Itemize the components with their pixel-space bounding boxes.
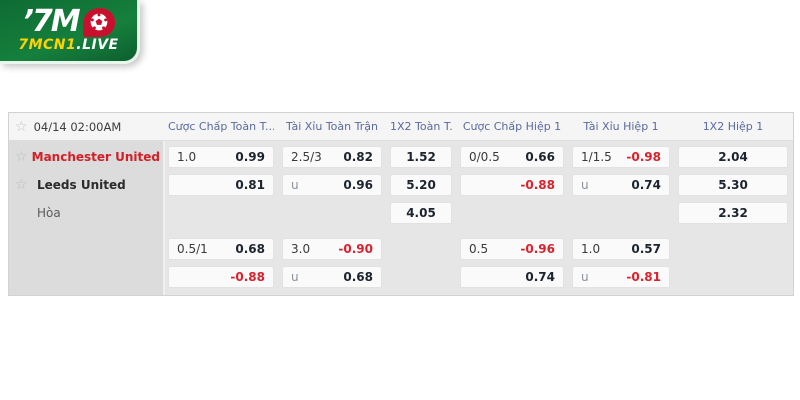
odds-1x2-h1-draw[interactable]: 2.32	[678, 202, 788, 224]
odds-1x2-h1-home[interactable]: 2.04	[678, 146, 788, 168]
odds-handicap-h1-home[interactable]: 0/0.5 0.66	[460, 146, 564, 168]
handicap-value: 1.0	[177, 150, 197, 164]
odd-value: 0.68	[235, 242, 265, 256]
logo-site-name: 7MCN1.LIVE	[18, 38, 118, 52]
odds2-overunder-h1-over[interactable]: 1.0 0.57	[572, 238, 670, 260]
column-header-overunder-ft: Tài Xỉu Toàn Trận	[286, 120, 378, 133]
logo-site-text: 7MCN1	[18, 37, 77, 53]
odd-value: 4.05	[406, 206, 436, 220]
odd-value: 5.30	[718, 178, 748, 192]
column-header-1x2-h1: 1X2 Hiệp 1	[702, 120, 764, 133]
line-value: 1/1.5	[581, 150, 612, 164]
favorite-star-icon[interactable]: ☆	[15, 177, 28, 193]
line-value: 1.0	[581, 242, 601, 256]
odds2-overunder-ft-over[interactable]: 3.0 -0.90	[282, 238, 382, 260]
logo-tld-text: .LIVE	[76, 37, 119, 53]
odds-1x2-h1-away[interactable]: 5.30	[678, 174, 788, 196]
odds2-handicap-ft-home[interactable]: 0.5/1 0.68	[168, 238, 274, 260]
odds-handicap-ft-away[interactable]: 0.81	[168, 174, 274, 196]
column-header-handicap-ft: Cược Chấp Toàn T...	[168, 120, 274, 133]
odd-value: 2.04	[718, 150, 748, 164]
odd-value: -0.96	[520, 242, 555, 256]
column-header-1x2-ft: 1X2 Toàn T...	[390, 120, 452, 133]
line-value: 2.5/3	[291, 150, 322, 164]
away-team-name: Leeds United	[37, 178, 126, 192]
odds-overunder-h1-over[interactable]: 1/1.5 -0.98	[572, 146, 670, 168]
odds2-handicap-h1-home[interactable]: 0.5 -0.96	[460, 238, 564, 260]
home-team-row: ☆ Manchester United	[12, 143, 160, 171]
odds2-overunder-ft-under[interactable]: u 0.68	[282, 266, 382, 288]
odd-value: 0.96	[343, 178, 373, 192]
odds-overunder-ft-under[interactable]: u 0.96	[282, 174, 382, 196]
odds-table-body: ☆ Manchester United ☆ Leeds United Hòa 1…	[9, 141, 793, 295]
handicap-value: 0.5/1	[177, 242, 208, 256]
odd-value: 0.82	[343, 150, 373, 164]
odd-value: -0.81	[626, 270, 661, 284]
column-header-overunder-h1: Tài Xỉu Hiệp 1	[583, 120, 659, 133]
odds-table: ☆ 04/14 02:00AM Cược Chấp Toàn T... Tài …	[8, 112, 794, 296]
under-indicator: u	[291, 270, 299, 284]
odd-value: 1.52	[406, 150, 436, 164]
odd-value: 0.74	[525, 270, 555, 284]
match-datetime: 04/14 02:00AM	[33, 119, 122, 134]
odds2-handicap-h1-away[interactable]: 0.74	[460, 266, 564, 288]
under-indicator: u	[291, 178, 299, 192]
odds2-overunder-h1-under[interactable]: u -0.81	[572, 266, 670, 288]
favorite-star-icon[interactable]: ☆	[15, 118, 28, 135]
odds2-handicap-ft-away[interactable]: -0.88	[168, 266, 274, 288]
odds-1x2-ft-draw[interactable]: 4.05	[390, 202, 452, 224]
odds-overunder-h1-under[interactable]: u 0.74	[572, 174, 670, 196]
odd-value: 0.99	[235, 150, 265, 164]
odds-handicap-ft-home[interactable]: 1.0 0.99	[168, 146, 274, 168]
odd-value: -0.98	[626, 150, 661, 164]
odds-table-header: ☆ 04/14 02:00AM Cược Chấp Toàn T... Tài …	[9, 113, 793, 141]
under-indicator: u	[581, 270, 589, 284]
handicap-value: 0/0.5	[469, 150, 500, 164]
site-logo[interactable]: ’7M 7MCN1.LIVE	[0, 0, 140, 64]
favorite-star-icon[interactable]: ☆	[15, 149, 28, 165]
handicap-value: 0.5	[469, 242, 489, 256]
odd-value: 5.20	[406, 178, 436, 192]
odd-value: 2.32	[718, 206, 748, 220]
away-team-row: ☆ Leeds United	[12, 171, 160, 199]
odds-handicap-h1-away[interactable]: -0.88	[460, 174, 564, 196]
column-header-handicap-h1: Cược Chấp Hiệp 1	[462, 120, 562, 133]
home-team-name: Manchester United	[31, 150, 160, 164]
draw-row: Hòa	[12, 199, 160, 227]
odd-value: -0.90	[338, 242, 373, 256]
logo-brand-text: ’7M	[22, 4, 80, 39]
odd-value: 0.66	[525, 150, 555, 164]
odd-value: -0.88	[230, 270, 265, 284]
odd-value: -0.88	[520, 178, 555, 192]
odds-overunder-ft-over[interactable]: 2.5/3 0.82	[282, 146, 382, 168]
odd-value: 0.81	[235, 178, 265, 192]
match-meta-header: ☆ 04/14 02:00AM	[12, 120, 160, 134]
draw-label: Hòa	[37, 206, 61, 220]
odd-value: 0.57	[631, 242, 661, 256]
under-indicator: u	[581, 178, 589, 192]
odds-1x2-ft-home[interactable]: 1.52	[390, 146, 452, 168]
line-value: 3.0	[291, 242, 311, 256]
soccer-ball-icon	[82, 7, 115, 37]
odds-1x2-ft-away[interactable]: 5.20	[390, 174, 452, 196]
logo-brand-row: ’7M	[22, 4, 115, 39]
odd-value: 0.74	[631, 178, 661, 192]
odd-value: 0.68	[343, 270, 373, 284]
